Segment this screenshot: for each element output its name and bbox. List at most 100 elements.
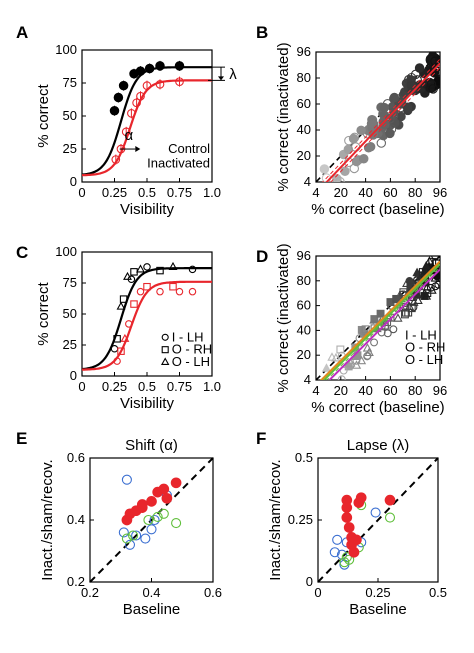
y-tick-label: 100	[55, 244, 77, 259]
data-point	[136, 287, 145, 296]
x-tick-label: 0.25	[102, 379, 127, 394]
fit-line	[319, 260, 440, 380]
subplot-title: Lapse (λ)	[347, 437, 410, 454]
fit-line	[328, 268, 440, 380]
scatter-point	[394, 98, 404, 109]
scatter-point	[376, 138, 387, 148]
legend-marker	[161, 346, 169, 354]
y-tick-label: 100	[55, 42, 77, 57]
data-point	[130, 268, 138, 276]
data-point	[116, 301, 126, 310]
panel-e: 0.2 0.4 0.6 0.2 0.4 0.6 Baseline Inact./sham/re…	[16, 429, 222, 618]
x-tick-label: 60	[383, 185, 397, 200]
blue-point	[140, 533, 151, 544]
y-tick-label: 0.5	[295, 450, 313, 465]
scatter-point	[331, 352, 341, 362]
blue-point	[118, 527, 129, 538]
lapse-arrow-head	[218, 76, 224, 81]
data-point	[136, 91, 145, 101]
green-point	[143, 514, 154, 526]
x-tick-label: 0	[314, 585, 321, 600]
x-tick-label: 96	[433, 185, 447, 200]
green-point	[344, 554, 355, 565]
y-tick-label: 0.2	[67, 574, 85, 589]
x-tick-label: 0.5	[429, 585, 447, 600]
x-tick-label: 4	[312, 185, 319, 200]
data-point	[127, 109, 136, 118]
legend-inactivated: Inactivated	[147, 155, 210, 170]
data-point	[127, 275, 136, 284]
data-point	[111, 155, 121, 164]
y-tick-label: 60	[297, 298, 311, 313]
red-point	[146, 496, 157, 507]
scatter-point	[431, 282, 440, 291]
legend-marker	[160, 357, 170, 366]
x-tick-label: 1.0	[203, 185, 221, 200]
red-point	[158, 483, 170, 495]
x-tick-label: 20	[334, 185, 348, 200]
y-tick-label: 60	[297, 96, 311, 111]
y-tick-label: 96	[297, 44, 311, 59]
scatter-point	[402, 102, 413, 113]
scatter-point	[421, 260, 431, 270]
scatter-point	[319, 164, 330, 174]
y-tick-label: 80	[297, 70, 311, 85]
red-point	[384, 494, 396, 506]
data-point	[130, 300, 138, 308]
data-point	[136, 264, 145, 273]
fit-curve-1	[82, 280, 212, 371]
data-point	[188, 265, 197, 274]
y-tick-label: 20	[297, 347, 311, 362]
y-tick-label: 75	[63, 275, 77, 290]
x-tick-label: 40	[358, 383, 372, 398]
x-tick-label: 4	[312, 383, 319, 398]
red-point	[343, 522, 355, 533]
fit-line	[322, 263, 440, 380]
y-tick-label: 0.4	[67, 512, 85, 527]
legend-label: O - RH	[405, 340, 445, 355]
blue-point	[329, 547, 340, 558]
fit-line	[326, 266, 440, 380]
scatter-point	[370, 315, 379, 324]
subplot-title: Shift (α)	[125, 437, 178, 454]
scatter-point	[335, 176, 345, 182]
x-tick-label: 40	[358, 185, 372, 200]
unity-line	[317, 457, 439, 583]
lapse-label: λ	[229, 66, 237, 83]
data-point	[156, 266, 164, 275]
x-axis-label: Baseline	[349, 601, 407, 618]
scatter-point	[376, 309, 385, 318]
scatter-point	[414, 63, 425, 73]
scatter-point	[352, 356, 361, 365]
x-axis-label: Visibility	[120, 395, 174, 412]
scatter-point	[389, 325, 398, 334]
x-axis-label: % correct (baseline)	[311, 399, 444, 416]
green-point	[339, 557, 350, 568]
data-point	[113, 92, 124, 103]
y-axis-label: % correct	[35, 84, 52, 148]
scatter-point	[383, 318, 392, 326]
scatter-point	[337, 375, 346, 380]
x-tick-label: 20	[334, 383, 348, 398]
scatter-point	[426, 79, 437, 90]
shift-arrow-head	[135, 146, 141, 153]
legend-label: I - LH	[405, 328, 437, 343]
scatter-area	[316, 52, 440, 182]
data-point	[156, 287, 164, 296]
panel-letter: B	[256, 23, 268, 42]
y-tick-label: 4	[304, 372, 311, 387]
scatter-point	[366, 119, 377, 129]
red-point	[355, 492, 367, 504]
y-tick-label: 50	[63, 306, 77, 321]
panel-letter: A	[16, 23, 28, 42]
scatter-point	[363, 143, 374, 153]
data-point	[155, 79, 165, 89]
red-point	[170, 477, 182, 489]
scatter-point	[421, 291, 432, 300]
scatter-point	[351, 360, 362, 369]
y-tick-label: 0.6	[67, 450, 85, 465]
scatter-point	[340, 166, 350, 176]
x-tick-label: 0.5	[138, 379, 156, 394]
x-axis-label: Visibility	[120, 201, 174, 218]
